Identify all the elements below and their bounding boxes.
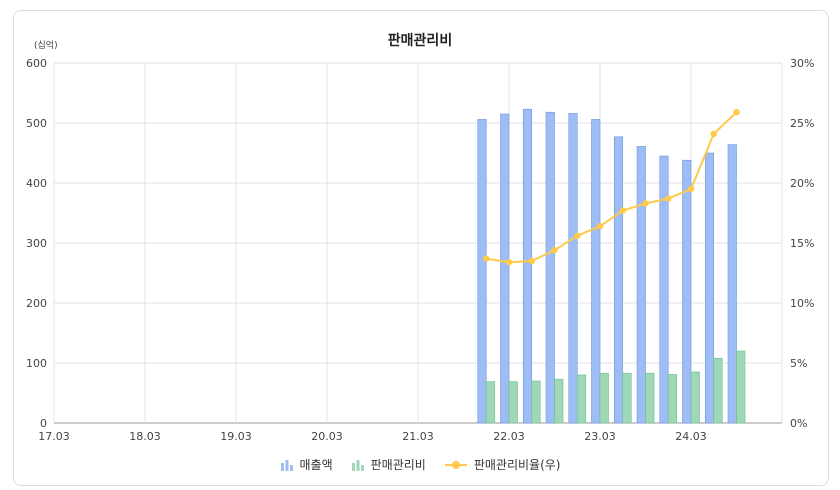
x-tick-label: 20.03 xyxy=(311,430,343,443)
point-sga-ratio xyxy=(596,223,604,230)
point-sga-ratio xyxy=(551,247,558,254)
y-left-tick-label: 100 xyxy=(26,357,47,370)
bar-sga xyxy=(690,371,700,424)
bar-sga xyxy=(576,374,587,424)
bar-sales xyxy=(477,119,487,424)
bar-sales xyxy=(522,108,533,424)
x-tick-label: 22.03 xyxy=(493,430,525,443)
y-right-tick-label: 25% xyxy=(790,117,814,130)
x-tick-label: 23.03 xyxy=(584,430,616,443)
bar-sga xyxy=(667,374,678,424)
bar-sales xyxy=(500,113,510,424)
y-left-tick-label: 0 xyxy=(40,417,47,430)
bar-sga xyxy=(599,372,609,424)
y-left-tick-label: 200 xyxy=(26,297,47,310)
bar-sales xyxy=(545,111,555,424)
bar-sales xyxy=(682,159,692,424)
y-right-tick-label: 0% xyxy=(790,417,807,430)
point-sga-ratio xyxy=(687,185,695,193)
bar-sales xyxy=(613,136,624,424)
legend-item-sga[interactable]: 판매관리비 xyxy=(351,456,426,473)
point-sga-ratio xyxy=(642,200,649,207)
bar-sga xyxy=(645,372,655,424)
bar-sga xyxy=(485,381,496,424)
x-tick-label: 17.03 xyxy=(38,430,70,443)
legend-label-sales: 매출액 xyxy=(299,458,333,472)
legend-item-sales[interactable]: 매출액 xyxy=(280,456,333,473)
y-left-tick-label: 600 xyxy=(26,57,47,70)
chart-title: 판매관리비 xyxy=(387,33,453,49)
chart-legend: 매출액 판매관리비 판매관리비율(우) xyxy=(0,456,840,473)
point-sga-ratio xyxy=(483,255,490,262)
x-tick-label: 24.03 xyxy=(675,430,707,443)
y-axis-unit-label: (십억) xyxy=(34,41,58,51)
y-left-tick-label: 400 xyxy=(26,177,47,190)
y-right-tick-label: 30% xyxy=(790,57,814,70)
legend-label-sga-ratio: 판매관리비율(우) xyxy=(473,458,561,472)
y-right-tick-label: 15% xyxy=(790,237,814,250)
y-right-tick-label: 10% xyxy=(790,297,814,310)
line-sga-ratio xyxy=(486,111,738,264)
y-right-tick-label: 5% xyxy=(790,357,807,370)
point-sga-ratio xyxy=(528,257,535,265)
bar-sga xyxy=(531,380,541,424)
x-tick-label: 19.03 xyxy=(220,430,252,443)
legend-label-sga: 판매관리비 xyxy=(370,458,426,472)
point-sga-ratio xyxy=(619,207,626,214)
point-sga-ratio xyxy=(710,130,717,137)
x-tick-label: 18.03 xyxy=(129,430,161,443)
bar-sales xyxy=(636,146,646,424)
point-sga-ratio xyxy=(733,109,740,116)
y-left-tick-label: 500 xyxy=(26,117,47,130)
bar-sales xyxy=(568,113,578,424)
bar-sga xyxy=(508,381,518,424)
bar-sales xyxy=(591,119,601,424)
point-sga-ratio xyxy=(505,259,513,266)
bar-sga xyxy=(622,372,632,424)
bar-sga xyxy=(713,357,723,424)
point-sga-ratio xyxy=(574,232,581,239)
bar-sales xyxy=(704,152,715,424)
bar-sales xyxy=(659,155,669,424)
legend-item-sga-ratio[interactable]: 판매관리비율(우) xyxy=(444,456,561,473)
bar-series-icon xyxy=(351,459,364,471)
point-sga-ratio xyxy=(665,195,672,202)
y-right-tick-label: 20% xyxy=(790,177,814,190)
bar-sga xyxy=(554,378,564,424)
x-tick-label: 21.03 xyxy=(402,430,434,443)
bar-sga xyxy=(736,350,746,424)
y-left-tick-label: 300 xyxy=(26,237,47,250)
bar-sales xyxy=(727,144,737,424)
line-series-icon xyxy=(444,460,467,469)
bar-series-icon xyxy=(280,459,293,471)
